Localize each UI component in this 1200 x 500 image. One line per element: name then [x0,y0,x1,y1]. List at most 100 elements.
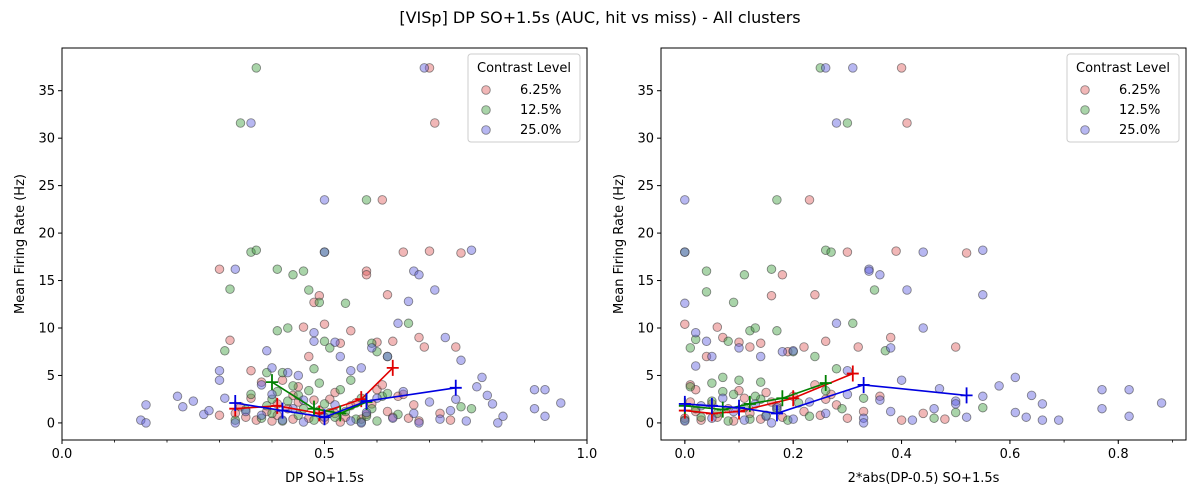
data-point [319,247,330,257]
data-point [728,297,739,308]
data-point [950,396,961,406]
y-tick-label: 0 [646,416,654,431]
data-point [858,393,869,403]
data-point [858,418,869,428]
data-point [680,195,690,205]
data-point [141,400,151,410]
data-point [482,390,493,401]
data-point [346,365,356,376]
y-tick-label: 15 [637,274,654,289]
data-point [755,338,766,348]
data-point [319,399,330,409]
data-point [398,247,409,257]
data-point [690,361,701,371]
data-point [1053,415,1064,425]
series-1 [680,63,972,426]
data-point [723,416,733,426]
data-point [718,393,728,403]
data-point [356,418,367,428]
data-point [267,389,277,400]
data-point [918,323,928,333]
data-point [445,405,456,416]
data-point [707,378,717,388]
data-point [701,351,712,362]
trend-marker [776,390,789,407]
data-point [272,264,283,274]
data-point [772,326,782,336]
data-point [456,355,466,366]
data-point [978,290,988,300]
data-point [529,403,540,414]
y-tick-label: 25 [637,179,654,194]
data-point [718,386,728,397]
legend-box [467,53,581,143]
data-point [409,266,419,276]
data-point [690,327,701,338]
data-point [361,195,372,205]
trend-marker [266,374,278,391]
data-point [826,247,836,257]
data-point [246,247,256,257]
data-point [220,393,230,403]
data-point [896,63,907,73]
data-point [858,406,869,417]
data-point [330,387,340,398]
data-point [745,326,755,336]
data-point [466,403,477,414]
data-point [230,418,241,428]
data-point [414,332,424,343]
data-point [902,285,912,295]
data-point [875,391,885,402]
data-point [246,393,256,403]
data-point [319,319,330,329]
data-point [414,418,424,428]
data-point [685,382,696,392]
data-point [372,416,382,426]
trend-marker [308,400,320,417]
data-point [267,363,277,373]
data-point [346,326,356,336]
data-point [831,118,842,128]
legend-entry: 25.0% [520,123,561,138]
legend-title: Contrast Level [1076,61,1170,76]
y-tick-label: 35 [637,84,654,99]
data-point [815,63,826,73]
data-point [461,416,472,426]
data-point [172,391,183,402]
data-point [498,411,508,422]
data-point [734,343,744,353]
legend-marker [1080,85,1090,95]
data-point [918,247,928,257]
data-point [772,195,782,205]
data-point [283,323,293,333]
data-point [304,285,314,295]
data-point [314,297,325,308]
data-point [267,394,277,404]
y-tick-label: 30 [38,132,55,147]
legend-box [1066,53,1180,143]
data-point [1026,390,1037,401]
data-point [1156,398,1167,408]
data-point [820,63,831,73]
y-tick-label: 15 [38,274,55,289]
data-point [885,332,896,343]
data-point [246,365,256,376]
data-point [929,413,939,423]
data-point [810,351,820,362]
data-point [283,367,293,378]
data-point [745,342,755,352]
data-point [848,63,858,73]
data-point [309,327,319,338]
x-tick-label: 1.0 [577,447,598,462]
data-point [755,351,766,362]
x-axis-label: DP SO+1.5s [285,471,364,486]
data-point [680,319,690,329]
data-point [707,351,717,362]
y-tick-label: 0 [47,416,55,431]
data-point [556,398,566,408]
data-point [335,351,346,362]
data-point [262,367,272,378]
trend-marker [386,359,399,376]
data-point [837,403,847,414]
data-point [424,397,435,407]
